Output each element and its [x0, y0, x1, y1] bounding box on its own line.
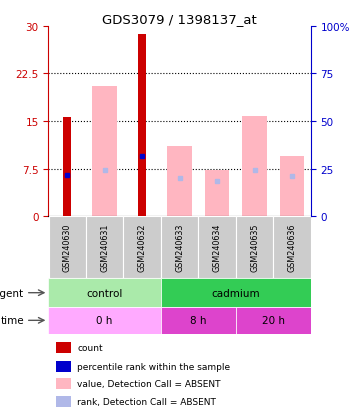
Bar — [236, 216, 273, 279]
Bar — [63, 117, 71, 216]
Bar — [138, 35, 146, 216]
Bar — [56, 361, 71, 372]
Bar — [49, 216, 86, 279]
Text: cadmium: cadmium — [212, 288, 260, 298]
Text: GSM240636: GSM240636 — [287, 223, 296, 272]
Text: count: count — [77, 343, 103, 352]
Bar — [161, 279, 311, 307]
Bar — [124, 216, 161, 279]
Bar — [236, 307, 311, 334]
Bar — [198, 216, 236, 279]
Text: GSM240632: GSM240632 — [137, 223, 146, 272]
Bar — [274, 216, 310, 279]
Bar — [56, 342, 71, 353]
Text: 0 h: 0 h — [96, 316, 113, 325]
Bar — [48, 279, 161, 307]
Text: value, Detection Call = ABSENT: value, Detection Call = ABSENT — [77, 380, 221, 389]
Bar — [205, 171, 229, 216]
Bar — [161, 307, 236, 334]
Bar — [280, 157, 304, 216]
Text: time: time — [0, 316, 24, 325]
Text: GSM240631: GSM240631 — [100, 223, 109, 272]
Bar — [242, 116, 267, 216]
Text: GSM240633: GSM240633 — [175, 223, 184, 272]
Text: 20 h: 20 h — [262, 316, 285, 325]
Bar — [56, 379, 71, 389]
Text: GSM240634: GSM240634 — [213, 223, 222, 272]
Text: GSM240630: GSM240630 — [63, 223, 72, 272]
Text: 8 h: 8 h — [190, 316, 207, 325]
Text: control: control — [86, 288, 123, 298]
Text: rank, Detection Call = ABSENT: rank, Detection Call = ABSENT — [77, 397, 216, 406]
Text: agent: agent — [0, 288, 24, 298]
Bar — [167, 147, 192, 216]
Text: percentile rank within the sample: percentile rank within the sample — [77, 362, 230, 371]
Bar — [92, 87, 117, 216]
Bar — [86, 216, 123, 279]
Bar — [56, 396, 71, 407]
Title: GDS3079 / 1398137_at: GDS3079 / 1398137_at — [102, 13, 257, 26]
Bar — [161, 216, 198, 279]
Bar — [48, 307, 161, 334]
Text: GSM240635: GSM240635 — [250, 223, 259, 272]
